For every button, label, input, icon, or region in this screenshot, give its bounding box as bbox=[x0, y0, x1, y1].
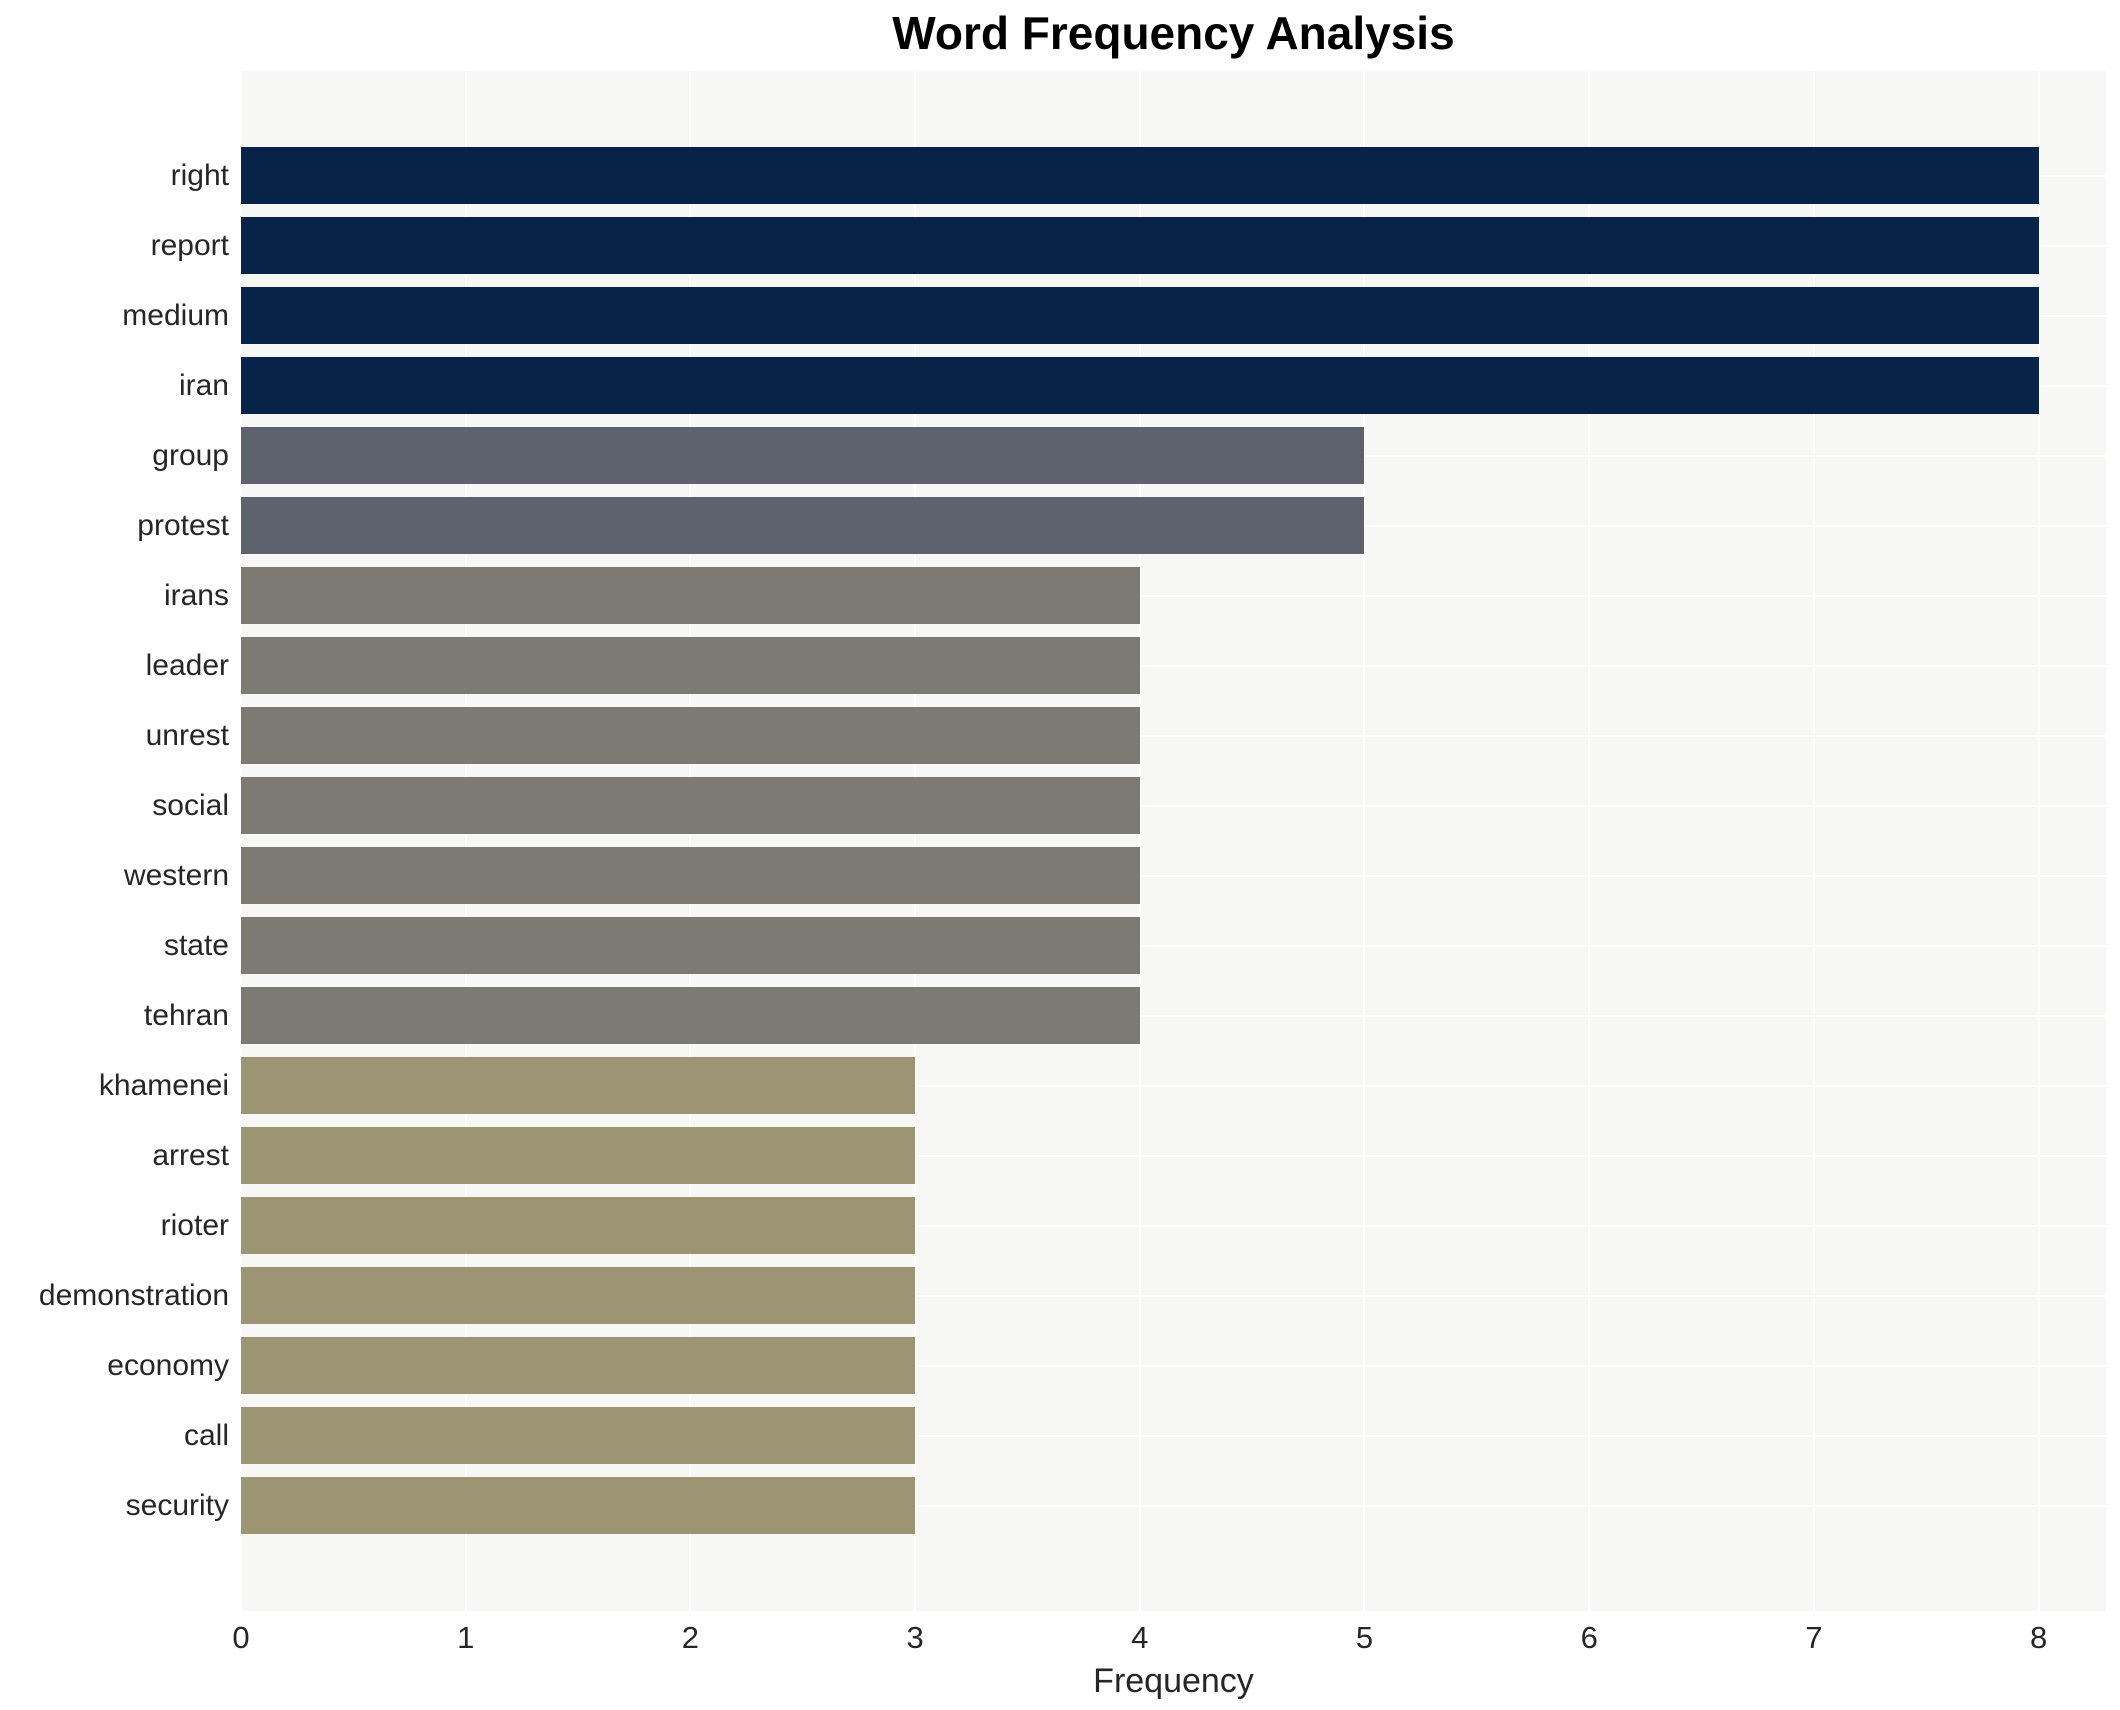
y-tick-label-western: western bbox=[123, 859, 229, 892]
bar-right bbox=[241, 147, 2039, 204]
y-tick-label-group: group bbox=[152, 439, 229, 472]
bar-row-rioter bbox=[241, 1191, 2106, 1261]
bar-row-state bbox=[241, 911, 2106, 981]
y-tick-label-arrest: arrest bbox=[152, 1139, 229, 1172]
y-tick-label-state: state bbox=[163, 929, 229, 962]
bar-row-arrest bbox=[241, 1121, 2106, 1191]
y-tick-label-unrest: unrest bbox=[145, 719, 229, 752]
horizontal-gridline bbox=[241, 1155, 2106, 1157]
bar-social bbox=[241, 777, 1140, 834]
bar-rioter bbox=[241, 1197, 916, 1254]
bar-unrest bbox=[241, 707, 1140, 764]
y-tick-label-iran: iran bbox=[178, 369, 229, 402]
x-tick-label-1: 1 bbox=[457, 1620, 475, 1655]
x-tick-label-2: 2 bbox=[681, 1620, 700, 1655]
vertical-gridline-4 bbox=[1138, 71, 1141, 1611]
bar-leader bbox=[241, 637, 1140, 694]
bar-row-social bbox=[241, 771, 2106, 841]
horizontal-gridline bbox=[241, 1085, 2106, 1087]
bar-arrest bbox=[241, 1127, 916, 1184]
horizontal-gridline bbox=[241, 805, 2106, 807]
bar-row-medium bbox=[241, 281, 2106, 351]
bar-row-group bbox=[241, 421, 2106, 491]
vertical-gridline-0 bbox=[240, 71, 242, 1611]
bar-iran bbox=[241, 357, 2039, 414]
vertical-gridline-1 bbox=[464, 71, 467, 1611]
vertical-gridline-7 bbox=[1812, 71, 1815, 1611]
horizontal-gridline bbox=[241, 735, 2106, 737]
vertical-gridline-2 bbox=[689, 71, 692, 1611]
plot-area bbox=[240, 71, 2106, 1611]
y-tick-label-security: security bbox=[125, 1489, 229, 1522]
bar-economy bbox=[241, 1337, 916, 1394]
bar-demonstration bbox=[241, 1267, 916, 1324]
x-axis-title: Frequency bbox=[1093, 1662, 1254, 1700]
horizontal-gridline bbox=[241, 595, 2106, 597]
bar-group bbox=[241, 427, 1365, 484]
vertical-gridline-5 bbox=[1363, 71, 1366, 1611]
vertical-gridline-8 bbox=[2037, 71, 2040, 1611]
bar-row-khamenei bbox=[241, 1051, 2106, 1121]
bar-row-iran bbox=[241, 351, 2106, 421]
horizontal-gridline bbox=[241, 1015, 2106, 1017]
bar-row-unrest bbox=[241, 701, 2106, 771]
bar-row-demonstration bbox=[241, 1261, 2106, 1331]
y-tick-label-right: right bbox=[170, 159, 229, 192]
bar-row-economy bbox=[241, 1331, 2106, 1401]
y-tick-label-call: call bbox=[183, 1419, 229, 1452]
x-tick-label-4: 4 bbox=[1131, 1620, 1149, 1655]
bar-row-protest bbox=[241, 491, 2106, 561]
bar-row-irans bbox=[241, 561, 2106, 631]
bar-row-leader bbox=[241, 631, 2106, 701]
horizontal-gridline bbox=[241, 1365, 2106, 1367]
bar-western bbox=[241, 847, 1140, 904]
y-tick-label-demonstration: demonstration bbox=[38, 1279, 229, 1312]
bar-report bbox=[241, 217, 2039, 274]
x-tick-label-0: 0 bbox=[232, 1620, 250, 1655]
bar-security bbox=[241, 1477, 916, 1534]
horizontal-gridline bbox=[241, 1435, 2106, 1437]
y-tick-label-rioter: rioter bbox=[160, 1209, 229, 1242]
vertical-gridline-6 bbox=[1588, 71, 1591, 1611]
bar-row-call bbox=[241, 1401, 2106, 1471]
x-tick-label-8: 8 bbox=[2029, 1620, 2048, 1655]
horizontal-gridline bbox=[241, 875, 2106, 877]
y-tick-label-economy: economy bbox=[107, 1349, 229, 1382]
bar-call bbox=[241, 1407, 916, 1464]
chart-title: Word Frequency Analysis bbox=[892, 7, 1455, 59]
bar-state bbox=[241, 917, 1140, 974]
horizontal-gridline bbox=[241, 1505, 2106, 1507]
bar-khamenei bbox=[241, 1057, 916, 1114]
horizontal-gridline bbox=[241, 1295, 2106, 1297]
bar-row-report bbox=[241, 211, 2106, 281]
bar-row-western bbox=[241, 841, 2106, 911]
y-tick-label-khamenei: khamenei bbox=[98, 1069, 229, 1102]
y-tick-label-leader: leader bbox=[145, 649, 229, 682]
bar-row-right bbox=[241, 141, 2106, 211]
bar-irans bbox=[241, 567, 1140, 624]
bar-medium bbox=[241, 287, 2039, 344]
y-tick-label-social: social bbox=[152, 789, 229, 822]
x-tick-label-6: 6 bbox=[1580, 1620, 1598, 1655]
horizontal-gridline bbox=[241, 1225, 2106, 1227]
y-axis-labels: right report medium iran group protest irans le… bbox=[0, 71, 229, 1611]
x-axis-ticks: 0 1 2 3 4 5 6 7 8 bbox=[232, 1617, 2106, 1659]
x-tick-label-5: 5 bbox=[1355, 1620, 1374, 1655]
x-tick-label-3: 3 bbox=[906, 1620, 924, 1655]
y-tick-label-irans: irans bbox=[163, 579, 229, 612]
bar-protest bbox=[241, 497, 1365, 554]
bar-tehran bbox=[241, 987, 1140, 1044]
y-tick-label-medium: medium bbox=[122, 299, 229, 332]
bar-row-tehran bbox=[241, 981, 2106, 1051]
y-tick-label-report: report bbox=[150, 229, 229, 262]
y-tick-label-protest: protest bbox=[137, 509, 229, 542]
y-tick-label-tehran: tehran bbox=[143, 999, 229, 1032]
vertical-gridline-3 bbox=[914, 71, 917, 1611]
horizontal-gridline bbox=[241, 945, 2106, 947]
bar-row-security bbox=[241, 1471, 2106, 1541]
x-tick-label-7: 7 bbox=[1805, 1620, 1823, 1655]
horizontal-gridline bbox=[241, 665, 2106, 667]
